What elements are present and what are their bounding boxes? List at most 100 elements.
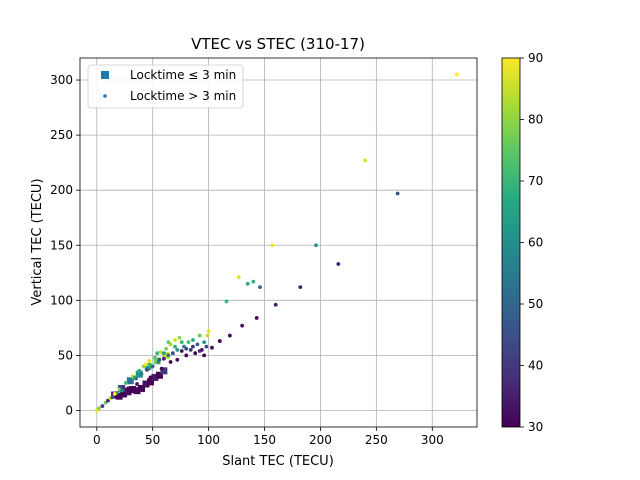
scatter-point [270, 243, 275, 248]
x-tick-label: 250 [365, 433, 388, 447]
scatter-point [188, 347, 193, 352]
scatter-point [144, 362, 148, 367]
chart-title: VTEC vs STEC (310-17) [191, 35, 365, 53]
scatter-point-square [144, 362, 152, 370]
scatter-point-square [135, 370, 143, 378]
x-tick-label: 200 [309, 433, 332, 447]
scatter-point-square [115, 392, 123, 400]
scatter-point [240, 323, 245, 328]
scatter-point [314, 243, 318, 248]
legend-dot-marker [103, 94, 107, 98]
y-tick-label: 100 [50, 293, 73, 307]
legend-entry-locktime-long: Locktime > 3 min [130, 89, 236, 103]
scatter-point [205, 333, 210, 338]
scatter-point-square [146, 378, 154, 386]
scatter-point [258, 285, 262, 290]
scatter-point [191, 338, 195, 342]
x-tick-label: 100 [197, 433, 220, 447]
scatter-point-square [142, 380, 150, 388]
colorbar-tick-label: 70 [528, 174, 543, 188]
scatter-point [166, 353, 171, 358]
scatter-point [175, 347, 180, 352]
scatter-point [177, 335, 182, 340]
scatter-point-square [133, 387, 141, 395]
scatter-point [161, 351, 166, 356]
scatter-point [202, 340, 207, 345]
scatter-point [97, 406, 101, 411]
scatter-point [197, 333, 202, 338]
scatter-point-square [124, 388, 132, 396]
y-axis-label: Vertical TEC (TECU) [30, 178, 45, 305]
colorbar-gradient [501, 57, 521, 428]
scatter-point [128, 379, 133, 384]
scatter-point [157, 357, 162, 362]
scatter-point [126, 386, 130, 391]
scatter-point [166, 340, 171, 345]
scatter-point [153, 355, 157, 360]
scatter-point [112, 392, 117, 396]
scatter-point [204, 344, 209, 349]
scatter-point-square [162, 351, 170, 359]
scatter-point-square [117, 384, 125, 392]
scatter-point [147, 359, 152, 363]
y-tick-label: 50 [58, 348, 73, 362]
y-axis-ticks: 0 50 100 150 200 250 300 [50, 73, 80, 417]
scatter-point [210, 345, 214, 350]
scatter-point [179, 349, 184, 353]
scatter-point [137, 368, 142, 373]
scatter-point [245, 281, 250, 286]
scatter-point [173, 344, 177, 349]
x-axis-ticks: 0 50 100 150 200 250 300 [93, 427, 444, 447]
colorbar-ticks: 30 40 50 60 70 80 90 [520, 51, 543, 434]
scatter-point [195, 342, 200, 347]
scatter-point [146, 366, 151, 371]
scatter-point [121, 385, 126, 390]
scatter-point [123, 381, 128, 385]
scatter-point [179, 340, 184, 345]
scatter-point [170, 351, 175, 356]
scatter-point [186, 340, 191, 345]
scatter-point [336, 262, 341, 266]
axes-frame [79, 57, 478, 428]
scatter-point [217, 339, 222, 343]
scatter-point [119, 388, 124, 393]
scatter-point [191, 344, 195, 349]
scatter-point [100, 404, 105, 408]
scatter-point-square [120, 390, 128, 398]
scatter-point [363, 158, 368, 163]
scatter-point [110, 395, 115, 400]
scatter-point [298, 285, 303, 290]
scatter-point [197, 349, 202, 353]
scatter-point [254, 316, 259, 320]
scatter-point [158, 350, 163, 354]
scatter-point [161, 356, 166, 361]
x-axis-label: Slant TEC (TECU) [222, 454, 334, 469]
x-tick-label: 50 [145, 433, 160, 447]
colorbar-tick-label: 50 [528, 297, 543, 311]
colorbar-tick-label: 30 [528, 420, 543, 434]
scatter-point [273, 302, 278, 307]
scatter-point [150, 364, 155, 369]
scatter-point [164, 346, 169, 351]
scatter-point [135, 382, 139, 386]
scatter-point [184, 346, 189, 351]
scatter-point-square [151, 373, 159, 381]
y-tick-label: 300 [50, 73, 73, 87]
colorbar-tick-label: 40 [528, 359, 543, 373]
y-tick-label: 0 [65, 403, 73, 417]
colorbar-tick-label: 60 [528, 236, 543, 250]
legend-box [87, 64, 244, 109]
scatter-point [193, 351, 198, 356]
scatter-point [251, 279, 256, 284]
scatter-point [395, 191, 400, 196]
legend: Locktime ≤ 3 min Locktime > 3 min [87, 64, 244, 109]
scatter-point [148, 375, 153, 380]
scatter-point [168, 360, 173, 364]
scatter-point-square [160, 367, 168, 375]
scatter-point [236, 275, 241, 280]
y-tick-label: 250 [50, 128, 73, 142]
scatter-point [173, 338, 177, 342]
scatter-point [139, 372, 144, 377]
colorbar-tick-label: 80 [528, 113, 543, 127]
